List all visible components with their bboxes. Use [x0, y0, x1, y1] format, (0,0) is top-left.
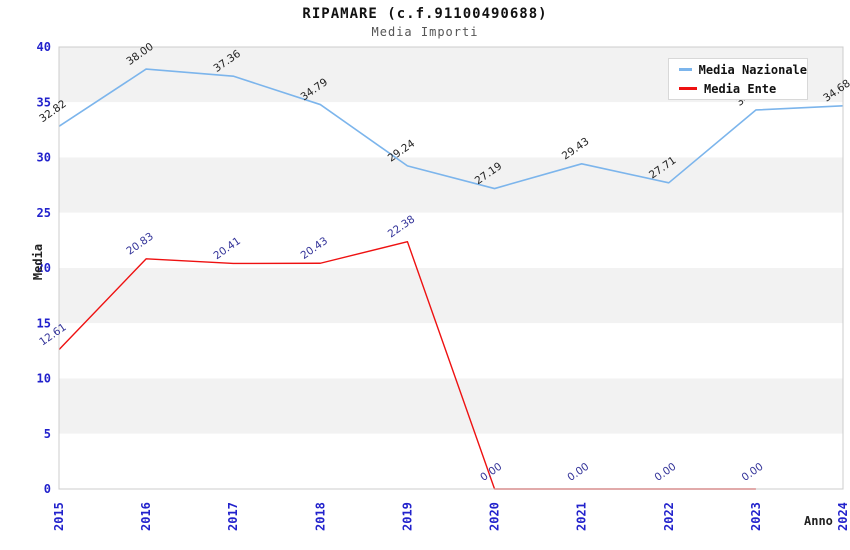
y-tick-label: 5 [44, 427, 51, 441]
legend-item-media-nazionale: Media Nazionale [679, 63, 807, 77]
x-tick-label: 2019 [400, 502, 414, 531]
plot-band [59, 323, 843, 379]
chart-title: RIPAMARE (c.f.91100490688) [302, 6, 548, 22]
y-tick-label: 20 [37, 261, 51, 275]
y-tick-label: 15 [37, 316, 51, 330]
y-tick-label: 35 [37, 95, 51, 109]
x-tick-label: 2016 [139, 502, 153, 531]
plot-band [59, 433, 843, 489]
y-tick-label: 25 [37, 206, 51, 220]
x-tick-label: 2023 [749, 502, 763, 531]
plot-band [59, 268, 843, 324]
x-tick-label: 2021 [575, 502, 589, 531]
legend-label: Media Ente [704, 81, 777, 96]
line-swatch-icon [679, 87, 697, 90]
plot-border [58, 46, 844, 490]
x-tick-label: 2015 [52, 502, 66, 531]
plot-band [59, 378, 843, 434]
x-tick-label: 2017 [226, 502, 240, 531]
y-axis-title: Media [31, 243, 45, 281]
y-tick-label: 0 [44, 482, 51, 496]
y-tick-label: 30 [37, 151, 51, 165]
chart-subtitle: Media Importi [371, 25, 479, 39]
plot-band [59, 212, 843, 268]
x-tick-label: 2020 [488, 502, 502, 531]
x-tick-label: 2024 [836, 502, 850, 531]
y-tick-label: 40 [37, 40, 51, 54]
y-tick-label: 10 [37, 372, 51, 386]
legend-label: Media Nazionale [698, 62, 807, 77]
line-swatch-icon [679, 68, 692, 71]
x-tick-label: 2018 [313, 502, 327, 531]
x-axis-title: Anno [804, 514, 833, 528]
plot-band [59, 102, 843, 158]
series-line-media-nazionale [58, 68, 844, 190]
legend-item-media-ente: Media Ente [679, 82, 807, 96]
x-tick-label: 2022 [662, 502, 676, 531]
legend: Media Nazionale Media Ente [668, 58, 808, 100]
plot-band [59, 157, 843, 213]
